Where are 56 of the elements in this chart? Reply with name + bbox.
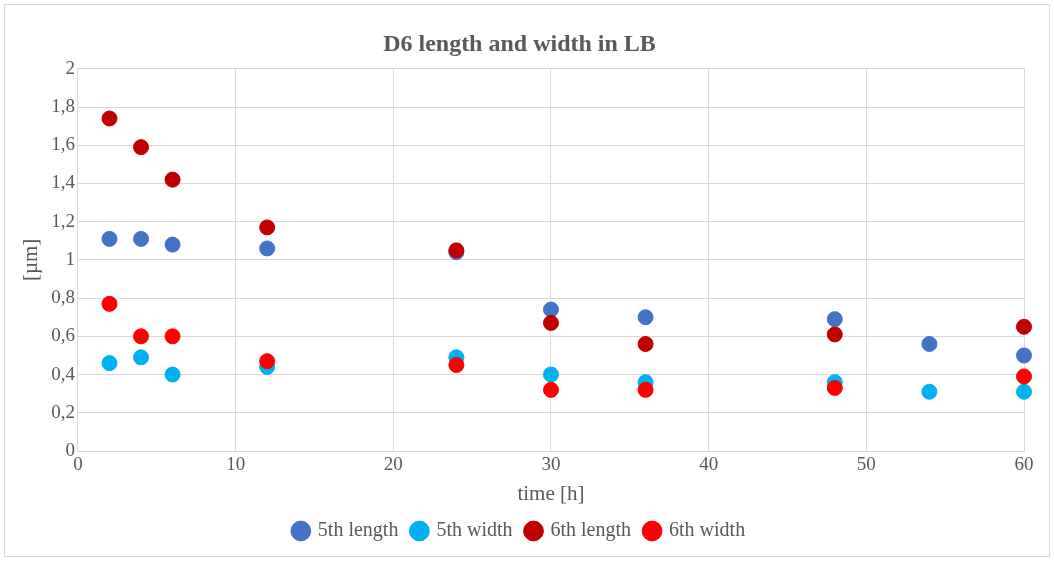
- point: [921, 383, 938, 400]
- point: [542, 314, 559, 331]
- point: [164, 236, 181, 253]
- point: [826, 326, 843, 343]
- legend-label: 6th width: [669, 518, 746, 541]
- point: [133, 139, 150, 156]
- legend-label: 6th length: [550, 518, 632, 542]
- point: [101, 110, 118, 127]
- y-tick-label: 0,6: [51, 324, 75, 346]
- point: [101, 230, 118, 247]
- point: [542, 366, 559, 383]
- point: [826, 311, 843, 328]
- y-axis-title: [µm]: [18, 238, 43, 282]
- point: [259, 353, 276, 370]
- x-tick-label: 50: [856, 453, 876, 475]
- point: [542, 381, 559, 398]
- point: [921, 335, 938, 352]
- point: [133, 230, 150, 247]
- x-axis-title: time [h]: [517, 480, 585, 505]
- point: [164, 328, 181, 345]
- point: [542, 301, 559, 318]
- point: [1016, 383, 1032, 400]
- point: [1016, 368, 1032, 385]
- y-tick-label: 0: [65, 438, 75, 460]
- point: [826, 379, 843, 396]
- point: [637, 381, 654, 398]
- y-tick-label: 2: [65, 56, 75, 78]
- point: [101, 295, 118, 312]
- point: [164, 366, 181, 383]
- point: [133, 328, 150, 345]
- legend-label: 5th width: [436, 518, 513, 541]
- y-tick-label: 0,2: [51, 400, 75, 422]
- legend-label: 5th length: [317, 518, 399, 542]
- point: [1016, 318, 1032, 335]
- x-tick-label: 30: [541, 453, 561, 475]
- y-tick-label: 1,4: [51, 171, 76, 193]
- point: [637, 309, 654, 326]
- y-tick-label: 0,8: [51, 286, 75, 308]
- x-tick-label: 60: [1014, 453, 1034, 475]
- x-tick-label: 40: [699, 453, 719, 475]
- point: [101, 355, 118, 372]
- y-tick-label: 1: [65, 247, 75, 269]
- point: [637, 335, 654, 352]
- point: [259, 219, 276, 236]
- x-tick-label: 10: [226, 453, 246, 475]
- x-tick-label: 20: [383, 453, 403, 475]
- point: [1016, 347, 1032, 364]
- y-tick-label: 1,6: [51, 133, 75, 155]
- chart-title: D6 length and width in LB: [383, 29, 656, 56]
- point: [259, 240, 276, 257]
- point: [164, 171, 181, 188]
- y-tick-label: 0,4: [51, 362, 76, 384]
- y-tick-label: 1,8: [51, 95, 75, 116]
- point: [133, 349, 150, 366]
- point: [448, 357, 465, 374]
- y-tick-label: 1,2: [51, 209, 75, 231]
